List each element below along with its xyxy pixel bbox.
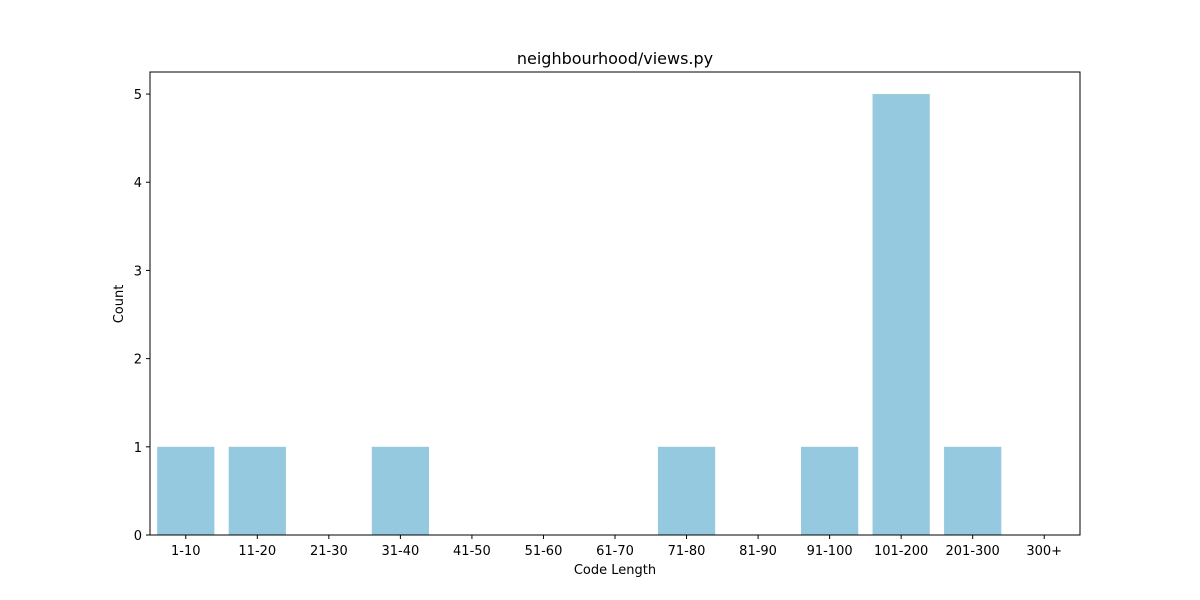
bar-1-10 [157,446,215,535]
bars-group [157,94,1002,536]
bar-31-40 [371,446,429,535]
y-tick-label: 4 [134,176,142,191]
y-tick-label: 3 [134,264,142,279]
bar-11-20 [228,446,286,535]
x-tick-label: 31-40 [381,544,419,559]
chart-title: neighbourhood/views.py [517,49,713,68]
x-axis-ticks: 1-10 11-20 21-30 31-40 41-50 51-60 61-70 71-80 8… [171,535,1062,559]
x-tick-label: 51-60 [525,544,563,559]
bar-101-200 [872,94,930,536]
y-tick-label: 2 [134,353,142,368]
y-tick-label: 1 [134,441,142,456]
bar-71-80 [657,446,716,535]
y-axis-ticks: 0 1 2 3 4 5 [134,88,150,544]
x-tick-label: 41-50 [453,544,491,559]
x-tick-label: 101-200 [874,544,928,559]
bar-91-100 [801,446,859,535]
x-tick-label: 81-90 [739,544,777,559]
bar-201-300 [944,446,1002,535]
x-tick-label: 1-10 [171,544,201,559]
y-axis-label: Count [112,285,127,324]
x-tick-label: 71-80 [668,544,706,559]
x-axis-label: Code Length [574,563,656,578]
x-tick-label: 61-70 [596,544,634,559]
x-tick-label: 11-20 [238,544,276,559]
x-tick-label: 300+ [1026,544,1062,559]
x-tick-label: 21-30 [310,544,348,559]
y-tick-label: 5 [134,88,142,103]
x-tick-label: 201-300 [946,544,1000,559]
y-tick-label: 0 [134,529,142,544]
x-tick-label: 91-100 [807,544,853,559]
plot-area-frame [149,71,1081,536]
